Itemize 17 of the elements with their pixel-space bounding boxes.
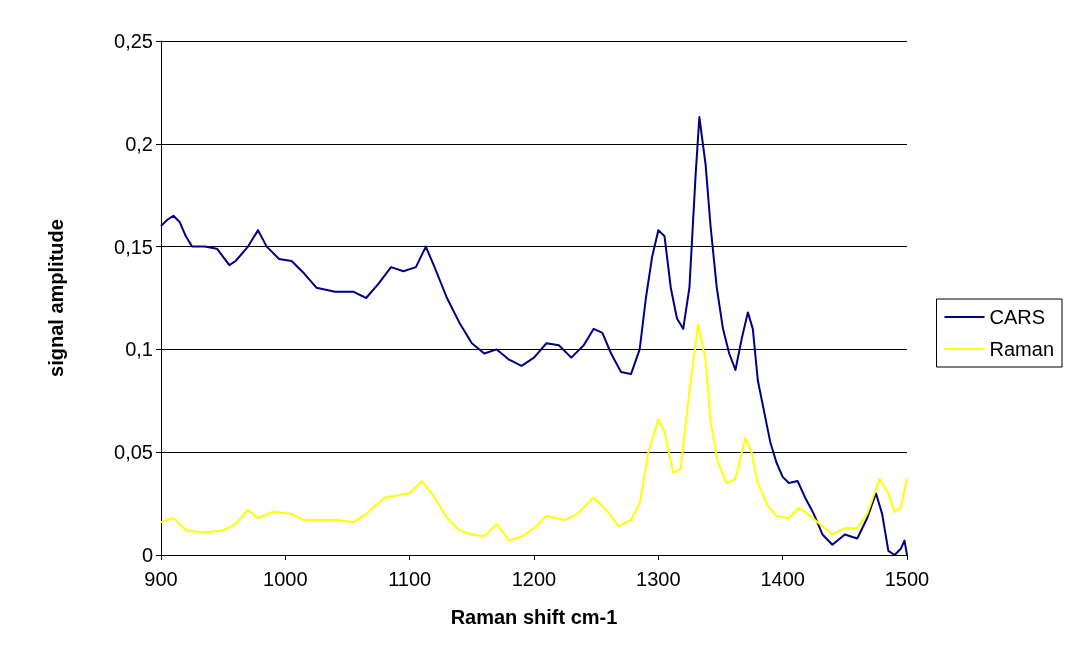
x-tick-label: 900 <box>144 568 178 590</box>
y-tick-label: 0 <box>141 544 153 566</box>
y-tick-label: 0,15 <box>114 235 153 258</box>
x-tick-label: 1400 <box>760 568 805 590</box>
y-tick-label: 0,25 <box>114 30 153 52</box>
x-axis-title: Raman shift cm-1 <box>450 606 618 628</box>
x-tick-label: 1500 <box>884 568 930 590</box>
y-tick-label: 0,1 <box>125 338 153 361</box>
x-tick-label: 1300 <box>636 568 681 590</box>
x-tick-label: 1000 <box>263 568 308 590</box>
x-tick-label: 1100 <box>388 568 432 590</box>
legend-label: Raman <box>989 338 1055 360</box>
y-axis-title: signal amplitude <box>45 219 67 377</box>
x-tick-label: 1200 <box>511 568 557 590</box>
legend-label: CARS <box>989 306 1046 328</box>
y-tick-label: 0,2 <box>125 132 153 155</box>
y-tick-label: 0,05 <box>114 441 153 464</box>
